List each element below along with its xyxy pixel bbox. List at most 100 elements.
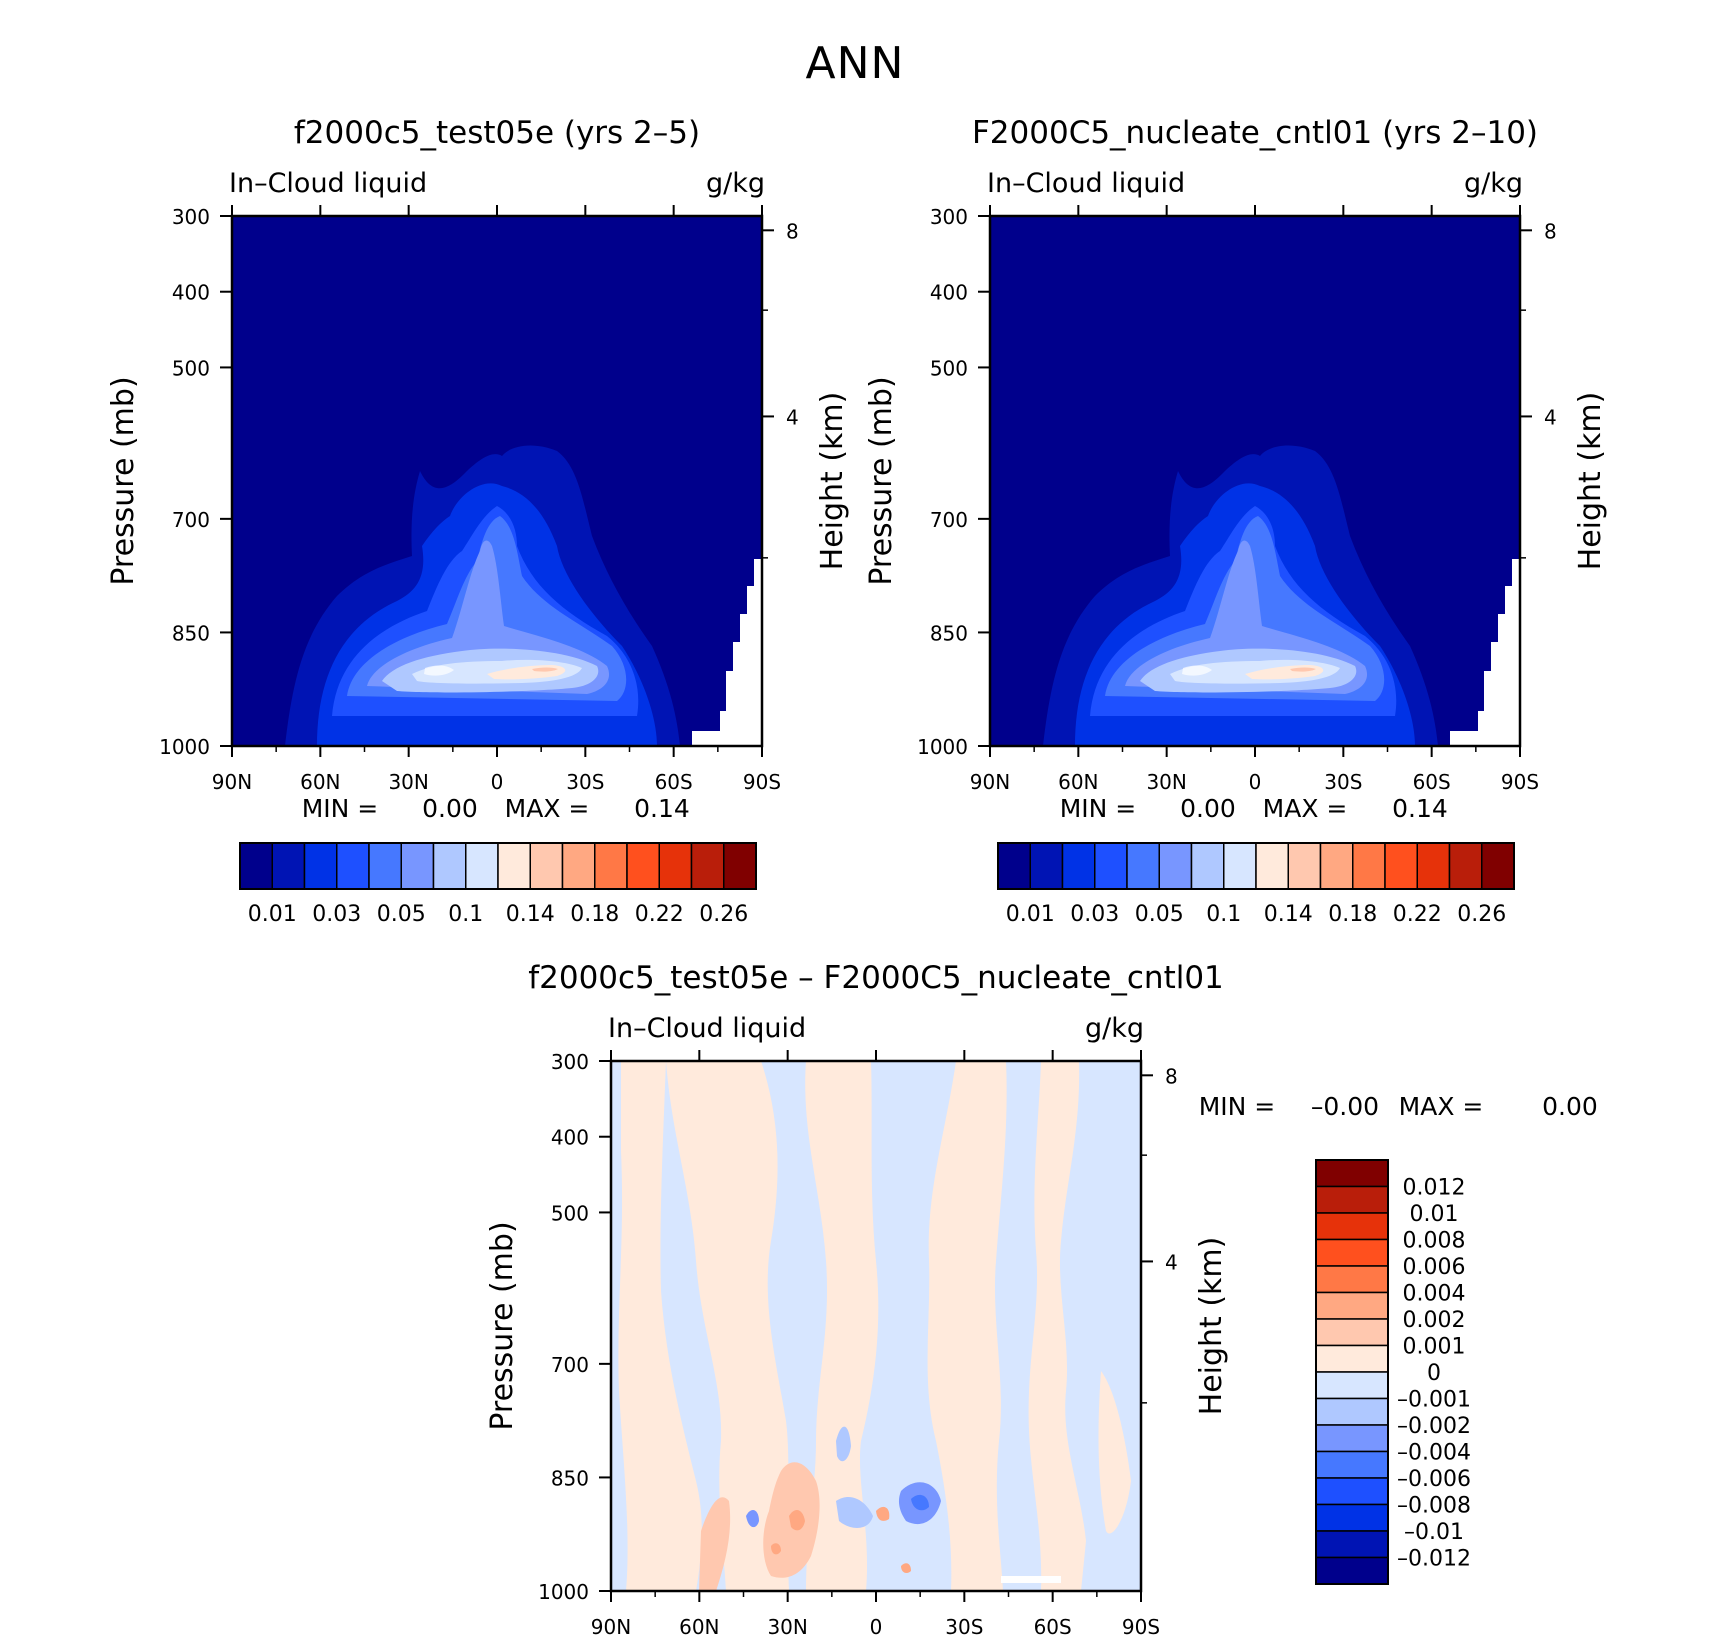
colorbar-swatch — [1315, 1291, 1389, 1320]
colorbar-label: 0.18 — [570, 902, 619, 927]
colorbar-swatch — [1315, 1318, 1389, 1347]
colorbar-label: –0.001 — [1397, 1388, 1471, 1413]
colorbar-label: 0.006 — [1403, 1255, 1466, 1280]
y-axis-label: Pressure (mb) — [864, 376, 899, 585]
max-value: 0.14 — [634, 794, 690, 823]
y-right-tick-label: 8 — [786, 219, 799, 243]
min-label: MIN = — [1199, 1092, 1276, 1121]
variable-label: In–Cloud liquid — [608, 1013, 806, 1044]
y-axis-ticks: 300 400 500 700 850 1000 — [159, 205, 232, 759]
y-right-ticks: 84 — [762, 219, 799, 559]
colorbar-label: 0.004 — [1403, 1282, 1466, 1307]
y-axis-label: Pressure (mb) — [485, 1221, 520, 1430]
colorbar: 0.0120.010.0080.0060.0040.0020.0010–0.00… — [1315, 1159, 1471, 1585]
colorbar-swatch — [658, 842, 693, 890]
x-tick-label: 60N — [1058, 770, 1098, 794]
colorbar-swatch — [1315, 1530, 1389, 1559]
colorbar-label: 0.01 — [1410, 1202, 1459, 1227]
colorbar-label: 0.26 — [1457, 902, 1506, 927]
y-right-tick-label: 8 — [1165, 1064, 1178, 1088]
colorbar-swatch — [1315, 1450, 1389, 1479]
colorbar-swatch — [1315, 1503, 1389, 1532]
colorbar-swatch — [1094, 842, 1128, 890]
x-axis-ticks: 90N 60N 30N 0 30S 60S 90S — [591, 1050, 1160, 1636]
colorbar-swatch — [690, 842, 725, 890]
y-tick-label: 1000 — [917, 735, 968, 759]
y-tick-label: 700 — [551, 1353, 589, 1377]
units-label: g/kg — [1085, 1013, 1144, 1044]
y-right-tick-label: 8 — [1544, 219, 1557, 243]
colorbar-label: –0.008 — [1397, 1494, 1471, 1519]
colorbar-label: 0.14 — [1264, 902, 1313, 927]
colorbar-label: 0.18 — [1328, 902, 1377, 927]
min-value: 0.00 — [1180, 794, 1236, 823]
colorbar-label: 0.22 — [1393, 902, 1442, 927]
x-tick-label: 90S — [1501, 770, 1539, 794]
colorbar-frame — [997, 842, 1515, 890]
y-tick-label: 400 — [172, 281, 210, 305]
colorbar-swatch — [1352, 842, 1386, 890]
x-tick-label: 60S — [655, 770, 693, 794]
colorbar-label: 0.002 — [1403, 1308, 1466, 1333]
y-right-ticks: 84 — [1141, 1064, 1178, 1404]
colorbar-label: 0.03 — [312, 902, 361, 927]
y-right-tick-label: 4 — [1165, 1250, 1178, 1274]
y-axis-label: Pressure (mb) — [106, 376, 141, 585]
y-right-tick-label: 4 — [786, 405, 799, 429]
max-label: MAX = — [1399, 1092, 1484, 1121]
colorbar-label: 0.05 — [1135, 902, 1184, 927]
y-tick-label: 500 — [930, 356, 968, 380]
colorbar-swatch — [400, 842, 435, 890]
y-tick-label: 700 — [172, 508, 210, 532]
colorbar-swatch — [368, 842, 402, 890]
colorbar-swatch — [1315, 1556, 1389, 1585]
x-tick-label: 30S — [1324, 770, 1362, 794]
y-right-axis-label: Height (km) — [1573, 392, 1608, 571]
colorbar-label: –0.002 — [1397, 1414, 1471, 1439]
x-tick-label: 30N — [388, 770, 428, 794]
colorbar-swatch — [1029, 842, 1064, 890]
colorbar-label: –0.004 — [1397, 1441, 1471, 1466]
y-tick-label: 850 — [551, 1466, 589, 1490]
x-tick-label: 60S — [1413, 770, 1451, 794]
colorbar-swatch — [529, 842, 564, 890]
x-tick-label: 90S — [1122, 1615, 1160, 1636]
colorbar-label: 0.001 — [1403, 1335, 1466, 1360]
min-value: –0.00 — [1311, 1092, 1379, 1121]
colorbar-swatch — [1315, 1265, 1389, 1294]
colorbar-swatch — [1061, 842, 1096, 890]
colorbar-swatch — [1315, 1238, 1389, 1267]
colorbar: 0.01 0.03 0.05 0.1 0.14 0.18 0.22 0.26 — [239, 842, 757, 927]
colorbar-swatch — [1158, 842, 1193, 890]
x-tick-label: 60S — [1034, 1615, 1072, 1636]
panel-title: f2000c5_test05e – F2000C5_nucleate_cntl0… — [528, 960, 1224, 996]
x-tick-label: 30S — [945, 1615, 983, 1636]
y-tick-label: 1000 — [538, 1580, 589, 1604]
y-axis-ticks: 300 400 500 700 850 1000 — [538, 1050, 611, 1604]
y-right-tick-label: 4 — [1544, 405, 1557, 429]
colorbar-swatch — [1448, 842, 1483, 890]
y-tick-label: 850 — [172, 621, 210, 645]
page-title: ANN — [805, 38, 905, 89]
y-right-ticks: 84 — [1520, 219, 1557, 559]
x-tick-label: 0 — [491, 770, 504, 794]
colorbar-swatch — [1481, 842, 1515, 890]
x-tick-label: 30S — [566, 770, 604, 794]
colorbar-swatch — [1223, 842, 1257, 890]
colorbar-swatch — [1190, 842, 1225, 890]
y-tick-label: 400 — [930, 281, 968, 305]
colorbar-swatch — [336, 842, 370, 890]
colorbar-label: 0.03 — [1070, 902, 1119, 927]
colorbar-label: 0.14 — [506, 902, 555, 927]
colorbar-swatch — [271, 842, 306, 890]
max-label: MAX = — [505, 794, 590, 823]
colorbar-swatch — [1315, 1212, 1389, 1241]
panel-test: f2000c5_test05e (yrs 2–5) In–Cloud liqui… — [106, 115, 850, 927]
colorbar-swatch — [723, 842, 757, 890]
colorbar-swatch — [1315, 1424, 1389, 1453]
colorbar-swatch — [1126, 842, 1160, 890]
colorbar-swatch — [594, 842, 628, 890]
colorbar-swatch — [1319, 842, 1354, 890]
min-value: 0.00 — [422, 794, 478, 823]
x-tick-label: 30N — [1146, 770, 1186, 794]
